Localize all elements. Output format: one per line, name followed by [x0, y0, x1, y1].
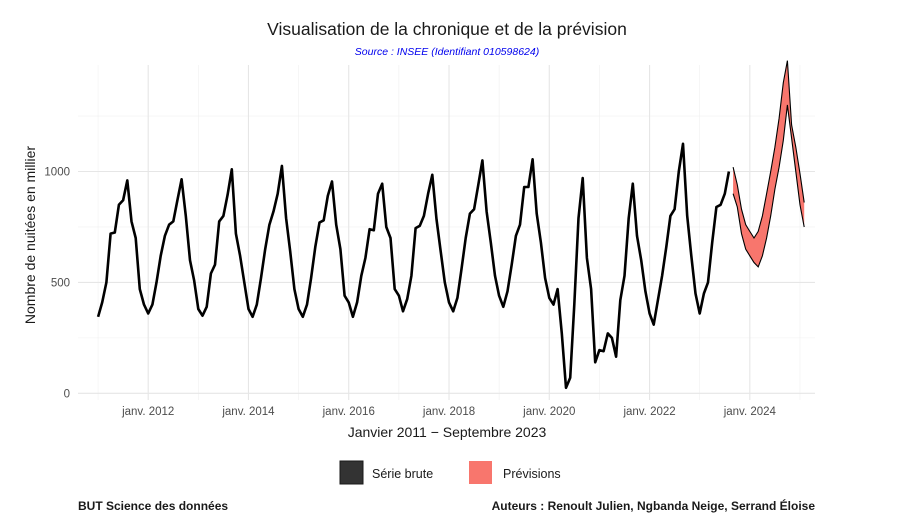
- y-tick-label: 1000: [44, 166, 70, 178]
- x-tick-label: janv. 2020: [522, 406, 575, 418]
- chart-subtitle: Source : INSEE (Identifiant 010598624): [355, 46, 539, 58]
- x-tick-label: janv. 2016: [322, 406, 375, 418]
- x-tick-label: janv. 2022: [622, 406, 675, 418]
- legend-label-previsions: Prévisions: [503, 467, 561, 481]
- legend-swatch-serie-brute: [339, 460, 364, 485]
- legend-swatch-previsions: [469, 461, 492, 484]
- forecast-lower-line: [732, 104, 805, 268]
- x-tick-label: janv. 2018: [422, 406, 475, 418]
- y-tick-label: 0: [64, 388, 70, 400]
- forecast-upper-line: [732, 60, 805, 240]
- grid: [78, 65, 815, 400]
- x-tick-label: janv. 2012: [121, 406, 174, 418]
- legend-label-serie-brute: Série brute: [372, 467, 433, 481]
- footer-left: BUT Science des données: [78, 499, 228, 513]
- y-axis-ticks: 0 500 1000: [44, 166, 70, 400]
- y-tick-label: 500: [51, 277, 70, 289]
- x-tick-label: janv. 2014: [221, 406, 275, 418]
- legend: Série brute Prévisions: [339, 460, 561, 485]
- x-axis-ticks: janv. 2012 janv. 2014 janv. 2016 janv. 2018…: [121, 406, 776, 418]
- x-tick-label: janv. 2024: [723, 406, 777, 418]
- chart-title: Visualisation de la chronique et de la p…: [267, 19, 627, 39]
- series-line-serie-brute: [96, 142, 731, 390]
- footer-right: Auteurs : Renoult Julien, Ngbanda Neige,…: [492, 498, 816, 513]
- series-layer: [96, 60, 805, 390]
- forecast-band: [733, 60, 805, 267]
- y-axis-label: Nombre de nuitées en millier: [22, 146, 38, 325]
- x-axis-label: Janvier 2011 − Septembre 2023: [348, 424, 547, 440]
